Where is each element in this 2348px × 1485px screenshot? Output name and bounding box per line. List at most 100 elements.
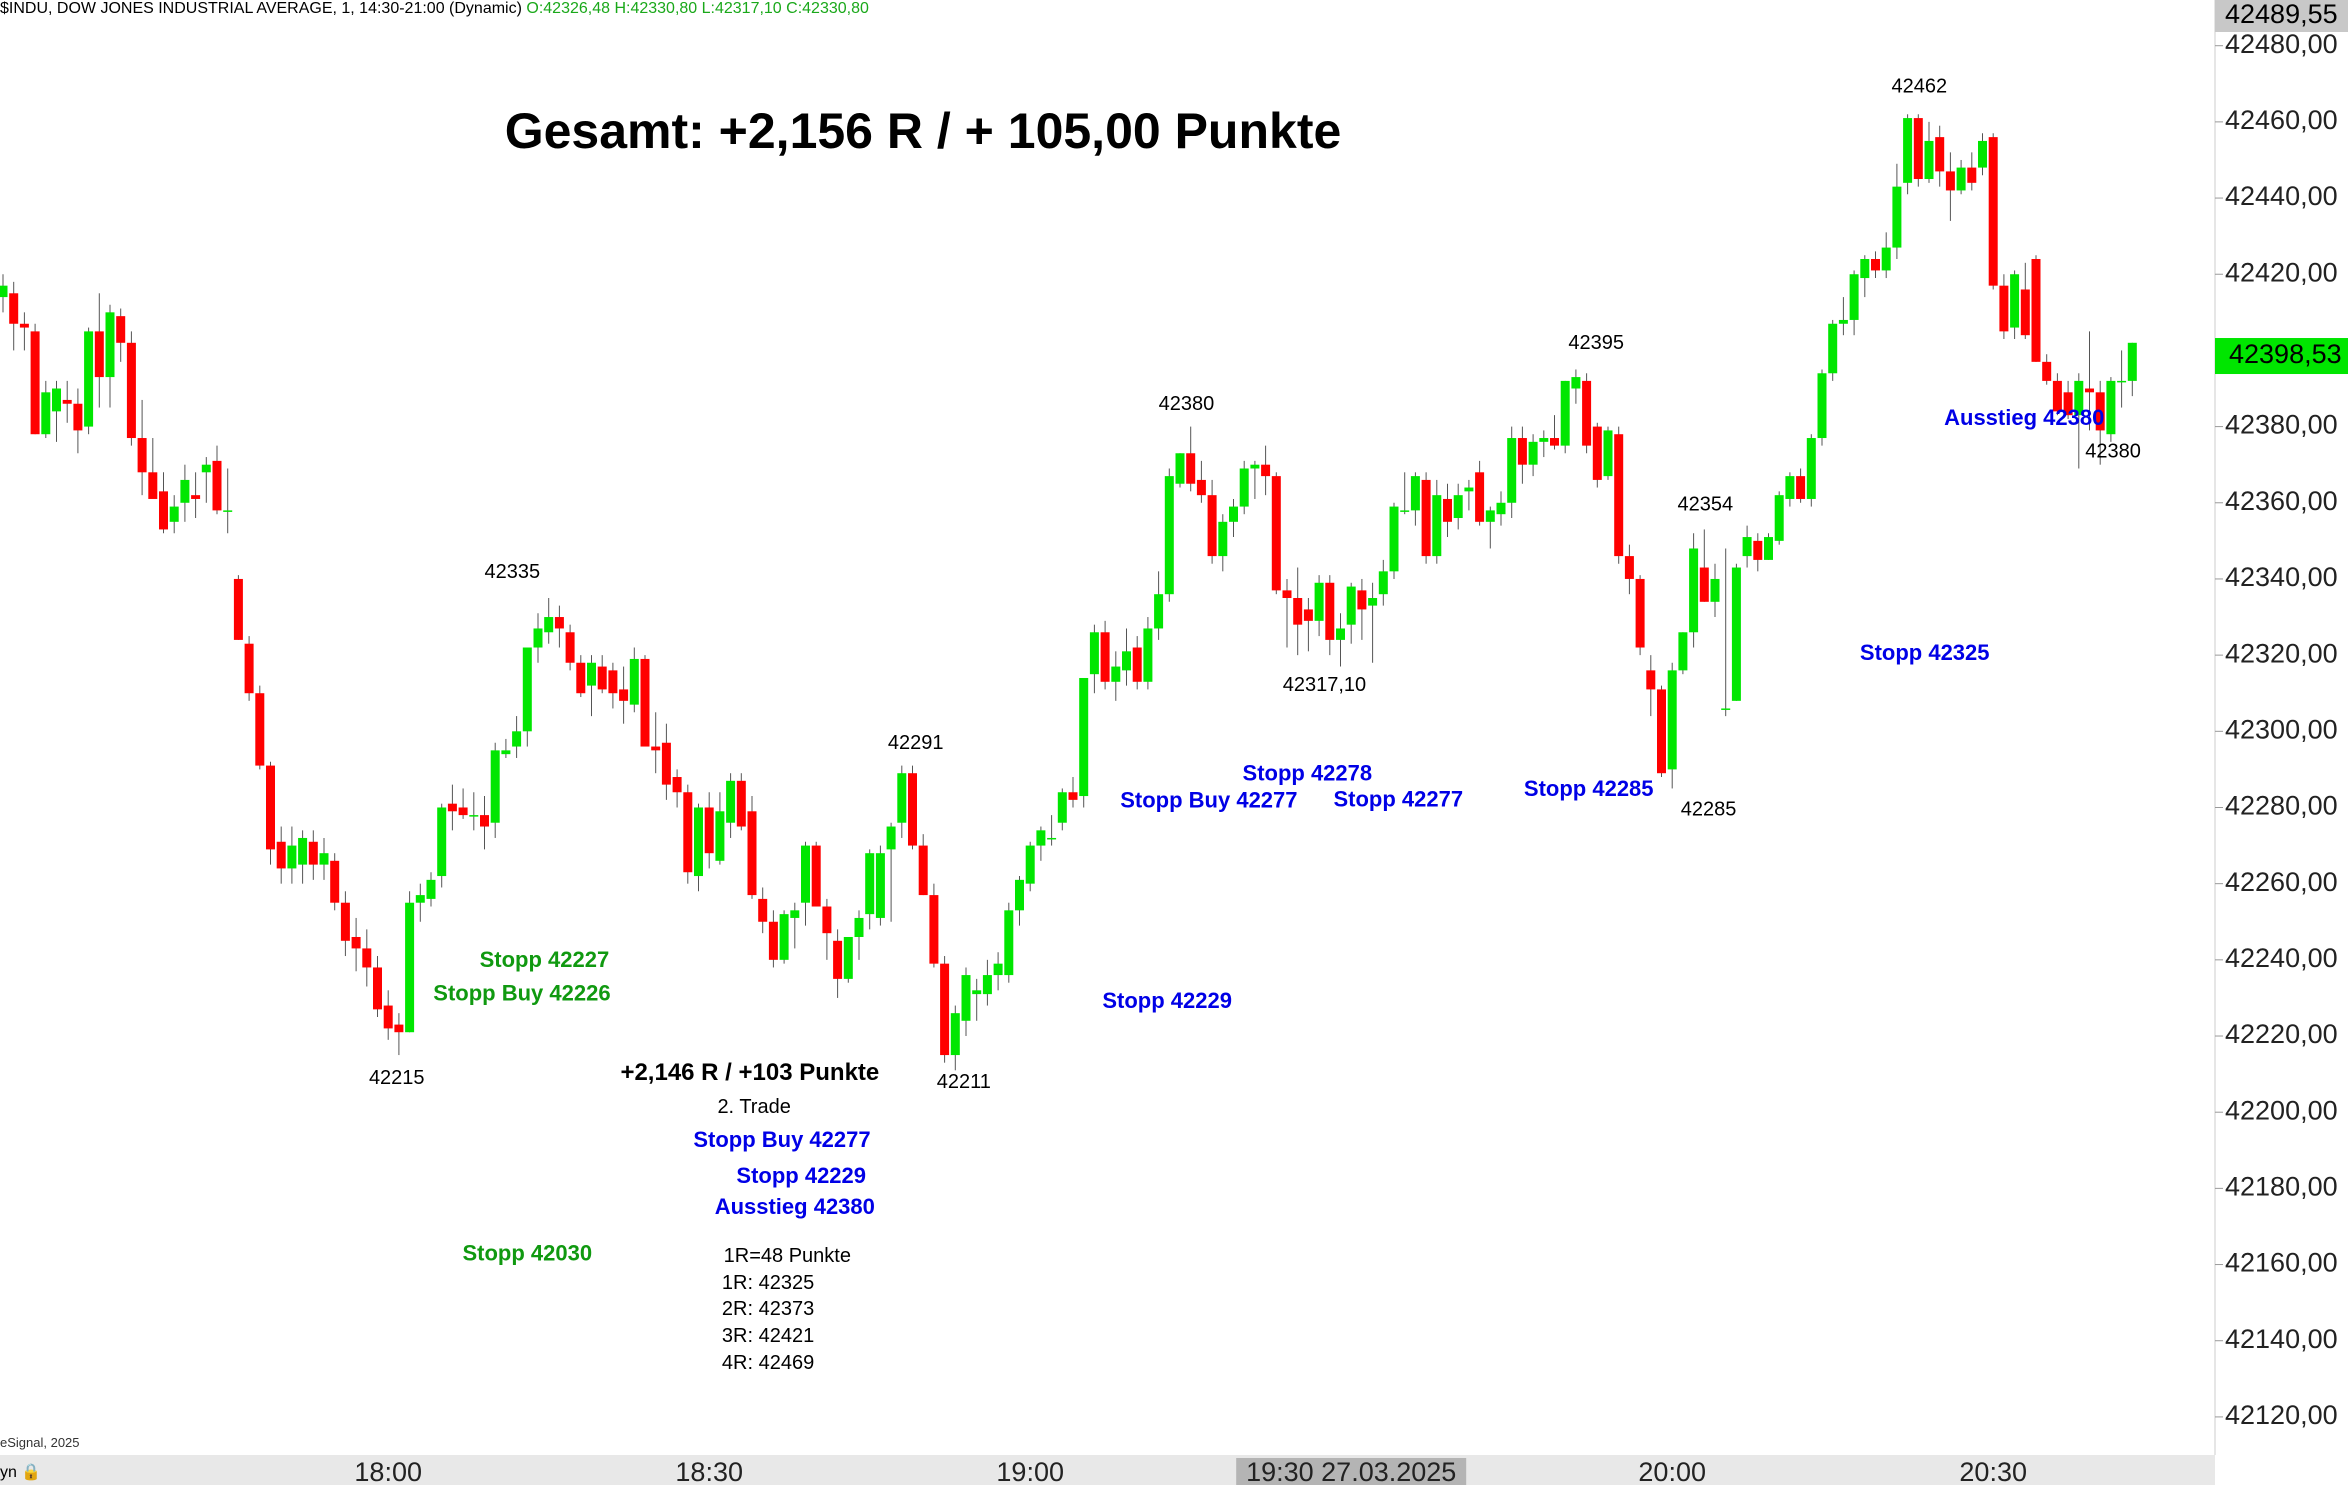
candle-up bbox=[169, 506, 179, 522]
candle-up bbox=[726, 780, 736, 823]
candle-up bbox=[533, 628, 543, 648]
candle-down bbox=[822, 906, 832, 934]
chart-annotation: Stopp 42277 bbox=[1333, 786, 1463, 811]
candle-up bbox=[1079, 677, 1089, 797]
chart-annotation: 4R: 42469 bbox=[722, 1352, 814, 1374]
candle-up bbox=[1057, 792, 1067, 823]
candle-down bbox=[1796, 476, 1806, 499]
chart-annotation: 42285 bbox=[1681, 798, 1737, 820]
candle-up bbox=[1828, 323, 1838, 374]
y-tick-label: 42120,00 bbox=[2225, 1400, 2338, 1430]
chart-annotation: 1R: 42325 bbox=[722, 1272, 814, 1294]
candle-down bbox=[1132, 647, 1142, 682]
candle-down bbox=[1475, 472, 1485, 522]
candle-down bbox=[480, 815, 489, 827]
ohlc-readout: O:42326,48 H:42330,80 L:42317,10 C:42330… bbox=[526, 0, 869, 17]
lock-icon: 🔒 bbox=[21, 1464, 42, 1481]
candle-down bbox=[137, 438, 147, 473]
candle-down bbox=[233, 578, 243, 640]
chart-annotation: 1R=48 Punkte bbox=[724, 1245, 851, 1267]
candle-up bbox=[1496, 502, 1506, 515]
candle-up bbox=[1849, 274, 1859, 320]
candle-up bbox=[790, 910, 800, 918]
candle-up bbox=[972, 990, 982, 995]
candle-down bbox=[683, 792, 693, 873]
y-tick-label: 42380,00 bbox=[2225, 410, 2338, 440]
x-tick-label: 18:00 bbox=[354, 1457, 422, 1485]
chart-annotation: +2,146 R / +103 Punkte bbox=[620, 1059, 879, 1086]
chart-annotation: 3R: 42421 bbox=[722, 1325, 814, 1347]
candle-up bbox=[426, 879, 436, 899]
candle-down bbox=[1913, 118, 1923, 180]
candle-up bbox=[1089, 632, 1099, 675]
candle-up bbox=[1464, 487, 1474, 492]
bottom-left-label[interactable]: yn 🔒 bbox=[0, 1462, 41, 1482]
candle-up bbox=[1400, 510, 1410, 512]
x-tick-label: 20:00 bbox=[1638, 1457, 1706, 1485]
candle-down bbox=[1945, 171, 1955, 191]
candle-up bbox=[1785, 476, 1795, 499]
current-price-label: 42398,53 bbox=[2229, 339, 2342, 369]
y-tick-label: 42240,00 bbox=[2225, 943, 2338, 973]
candle-up bbox=[1432, 495, 1442, 557]
candle-down bbox=[747, 811, 757, 896]
candle-down bbox=[255, 693, 265, 766]
bottom-left-text: yn bbox=[0, 1464, 17, 1481]
candle-down bbox=[758, 898, 768, 922]
candle-up bbox=[1764, 537, 1773, 560]
candle-up bbox=[105, 312, 115, 378]
candle-up bbox=[2010, 274, 2020, 328]
candle-up bbox=[201, 464, 211, 473]
candle-up bbox=[84, 331, 94, 427]
candle-up bbox=[1410, 476, 1420, 511]
candle-down bbox=[1207, 495, 1217, 557]
candle-down bbox=[330, 860, 340, 903]
candle-up bbox=[1368, 597, 1378, 606]
candle-down bbox=[2020, 289, 2030, 336]
candle-down bbox=[1443, 498, 1452, 522]
candle-down bbox=[148, 472, 158, 499]
candle-up bbox=[1924, 140, 1934, 180]
candle-up bbox=[1571, 377, 1581, 389]
candle-up bbox=[961, 975, 971, 1021]
candle-down bbox=[1871, 259, 1880, 271]
candle-up bbox=[1143, 628, 1153, 682]
candle-down bbox=[2095, 392, 2105, 431]
candle-up bbox=[52, 388, 61, 412]
candle-down bbox=[1624, 556, 1634, 579]
candle-down bbox=[1988, 137, 1998, 286]
x-tick-label: 18:30 bbox=[675, 1457, 743, 1485]
candle-up bbox=[2074, 380, 2084, 416]
candle-up bbox=[1453, 495, 1463, 519]
chart-annotation: 42462 bbox=[1892, 76, 1948, 98]
candle-down bbox=[1582, 380, 1592, 446]
candle-down bbox=[276, 841, 286, 869]
y-tick-label: 42340,00 bbox=[2225, 562, 2338, 592]
candle-up bbox=[1122, 651, 1131, 671]
y-tick-label: 42320,00 bbox=[2225, 638, 2338, 668]
candle-down bbox=[1293, 597, 1303, 625]
candle-up bbox=[501, 750, 511, 755]
candle-down bbox=[1186, 453, 1196, 484]
price-axis-bg bbox=[2215, 0, 2348, 1485]
candle-up bbox=[950, 1013, 960, 1056]
candle-up bbox=[1860, 259, 1870, 279]
time-axis: 18:00 18:30 19:00 19:30 27.03.2025 20:00 20:3… bbox=[0, 1455, 2215, 1485]
y-tick-label: 42280,00 bbox=[2225, 791, 2338, 821]
candles-layer bbox=[0, 114, 2137, 1071]
candle-up bbox=[2127, 342, 2137, 381]
candle-down bbox=[1635, 578, 1645, 648]
candle-down bbox=[554, 617, 564, 629]
y-tick-label: 42160,00 bbox=[2225, 1248, 2338, 1278]
candle-up bbox=[1314, 582, 1324, 621]
candle-up bbox=[1689, 548, 1699, 633]
candle-up bbox=[629, 658, 639, 705]
chart-annotation: 42380 bbox=[1159, 393, 1215, 415]
candle-down bbox=[159, 491, 168, 530]
candle-down bbox=[565, 632, 575, 663]
copyright-label: eSignal, 2025 bbox=[0, 1435, 80, 1450]
candle-down bbox=[1657, 689, 1666, 774]
candle-up bbox=[1560, 380, 1570, 446]
candle-up bbox=[897, 773, 907, 823]
